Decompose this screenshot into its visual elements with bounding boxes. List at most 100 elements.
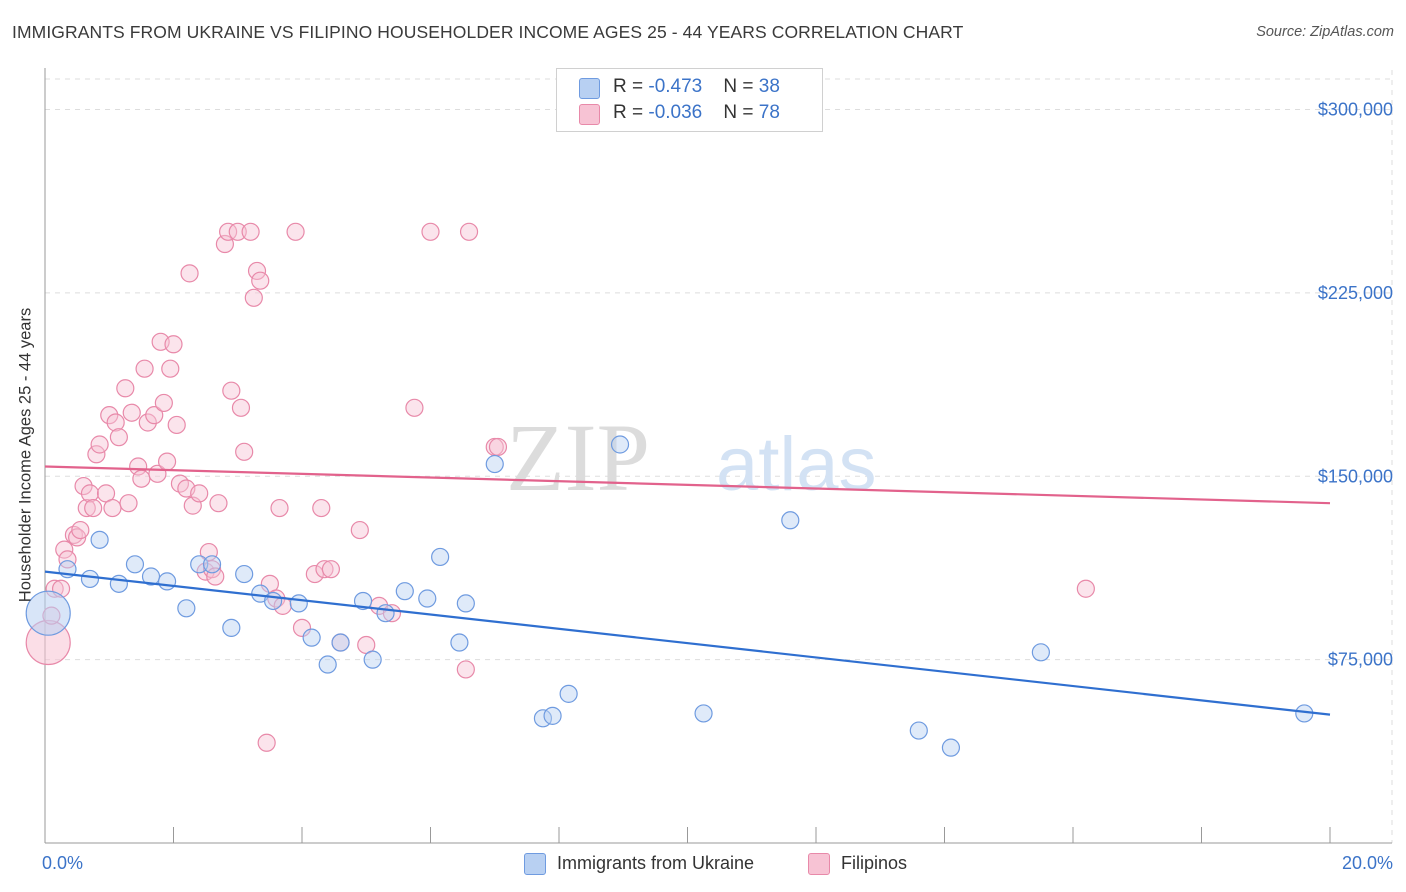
filipinos-point: [138, 413, 157, 432]
filipinos-point: [109, 428, 128, 447]
ukraine-point: [431, 547, 450, 567]
filipinos-point: [257, 733, 276, 752]
filipinos-point: [145, 406, 164, 425]
filipinos-point: [180, 264, 199, 283]
filipinos-point: [190, 484, 209, 503]
ukraine-point: [376, 604, 395, 623]
trend-lines: [44, 465, 1331, 716]
filipinos-point: [74, 476, 93, 496]
ukraine-point: [418, 589, 437, 608]
filipinos-point: [157, 452, 177, 471]
x-tick-label-min: 0.0%: [42, 853, 84, 873]
filipinos-point: [77, 498, 96, 518]
filipinos-points: [25, 222, 1095, 752]
legend-n-value-ukraine: 38: [758, 76, 780, 97]
filipinos-point: [122, 403, 141, 422]
ukraine-point: [289, 594, 308, 613]
bottom-legend-label-filipinos: Filipinos: [841, 853, 908, 873]
legend-n-label: N =: [723, 76, 759, 97]
ukraine-point: [190, 555, 209, 574]
filipinos-point: [231, 398, 251, 417]
ukraine-point: [157, 572, 177, 591]
filipinos-point: [135, 359, 154, 378]
watermark-zip: ZIP: [506, 404, 650, 511]
ukraine-points: [25, 435, 1314, 757]
ukraine-point: [90, 530, 109, 549]
filipinos-point: [312, 498, 331, 518]
ukraine-point: [941, 738, 961, 757]
legend-r-value-ukraine: -0.473: [648, 76, 703, 97]
filipinos-point: [270, 498, 289, 518]
filipinos-trend-line: [44, 465, 1331, 505]
ukraine-point: [235, 564, 254, 584]
y-tick-label: $300,000: [1318, 100, 1393, 120]
filipinos-point: [100, 406, 119, 425]
filipinos-point: [459, 222, 479, 241]
filipinos-point: [321, 560, 341, 579]
ukraine-point: [222, 618, 241, 637]
filipinos-point: [244, 288, 263, 307]
legend-r-label: R =: [613, 76, 649, 97]
filipinos-point: [456, 660, 475, 679]
filipinos-point: [405, 398, 424, 417]
filipinos-point: [222, 381, 241, 400]
bottom-legend-swatch-filipinos: [808, 853, 830, 875]
ukraine-point: [263, 591, 283, 611]
legend-n-value-filipinos: 78: [758, 102, 780, 123]
ukraine-point: [909, 721, 928, 740]
filipinos-point: [154, 393, 173, 413]
y-tick-label: $75,000: [1328, 650, 1393, 670]
source-label: Source: ZipAtlas.com: [1256, 24, 1394, 40]
filipinos-point: [292, 618, 312, 637]
filipinos-point: [421, 222, 440, 241]
ukraine-point: [559, 684, 578, 703]
watermark-atlas: atlas: [716, 422, 877, 507]
filipinos-point: [164, 335, 183, 354]
filipinos-point: [84, 498, 103, 518]
ukraine-point: [456, 594, 475, 613]
filipinos-point: [161, 359, 180, 378]
legend-swatch-filipinos: [579, 104, 600, 125]
ukraine-trend-line: [44, 570, 1331, 716]
ukraine-point: [543, 706, 562, 725]
ukraine-point: [395, 582, 414, 601]
filipinos-point: [247, 261, 267, 281]
filipinos-point: [116, 379, 135, 398]
filipinos-point: [55, 540, 74, 559]
ukraine-point: [331, 633, 350, 652]
ukraine-point: [125, 555, 145, 574]
filipinos-point: [80, 484, 100, 503]
ukraine-point: [25, 590, 71, 636]
axes: [44, 68, 1392, 844]
x-tick-label-max: 20.0%: [1341, 853, 1393, 873]
ukraine-point: [302, 628, 321, 647]
filipinos-point: [90, 435, 109, 454]
ukraine-point: [363, 650, 382, 669]
ukraine-point: [318, 655, 337, 674]
filipinos-point: [235, 442, 254, 461]
legend-n-label: N =: [723, 102, 759, 123]
ukraine-point: [781, 511, 800, 530]
filipinos-point: [488, 437, 508, 457]
filipinos-point: [241, 222, 260, 241]
ukraine-point: [353, 591, 373, 611]
filipinos-point: [71, 520, 90, 540]
y-tick-label: $225,000: [1318, 283, 1393, 303]
ukraine-point: [177, 599, 196, 618]
filipinos-point: [106, 413, 125, 432]
watermark: ZIP atlas: [506, 404, 877, 511]
filipinos-point: [251, 271, 270, 290]
y-tick-label: $150,000: [1318, 466, 1393, 486]
filipinos-point: [132, 469, 151, 488]
filipinos-point: [350, 520, 369, 540]
ukraine-point: [109, 574, 128, 593]
filipinos-point: [87, 445, 106, 464]
filipinos-point: [219, 222, 238, 241]
ukraine-point: [610, 435, 630, 454]
filipinos-point: [103, 498, 122, 518]
ukraine-point: [485, 454, 504, 474]
ukraine-point: [450, 633, 469, 652]
y-axis-label: Householder Income Ages 25 - 44 years: [16, 307, 35, 603]
chart-title: IMMIGRANTS FROM UKRAINE VS FILIPINO HOUS…: [12, 22, 964, 42]
